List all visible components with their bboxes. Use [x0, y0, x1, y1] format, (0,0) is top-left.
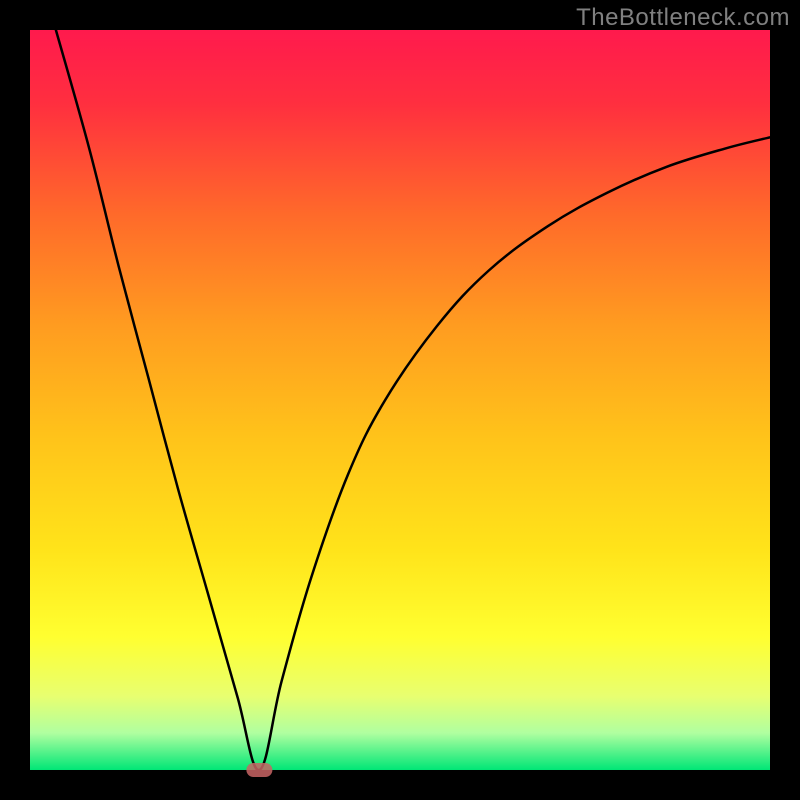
- chart-container: TheBottleneck.com: [0, 0, 800, 800]
- plot-background: [30, 30, 770, 770]
- chart-svg: [0, 0, 800, 800]
- minimum-marker: [246, 763, 272, 777]
- watermark-text: TheBottleneck.com: [576, 4, 790, 32]
